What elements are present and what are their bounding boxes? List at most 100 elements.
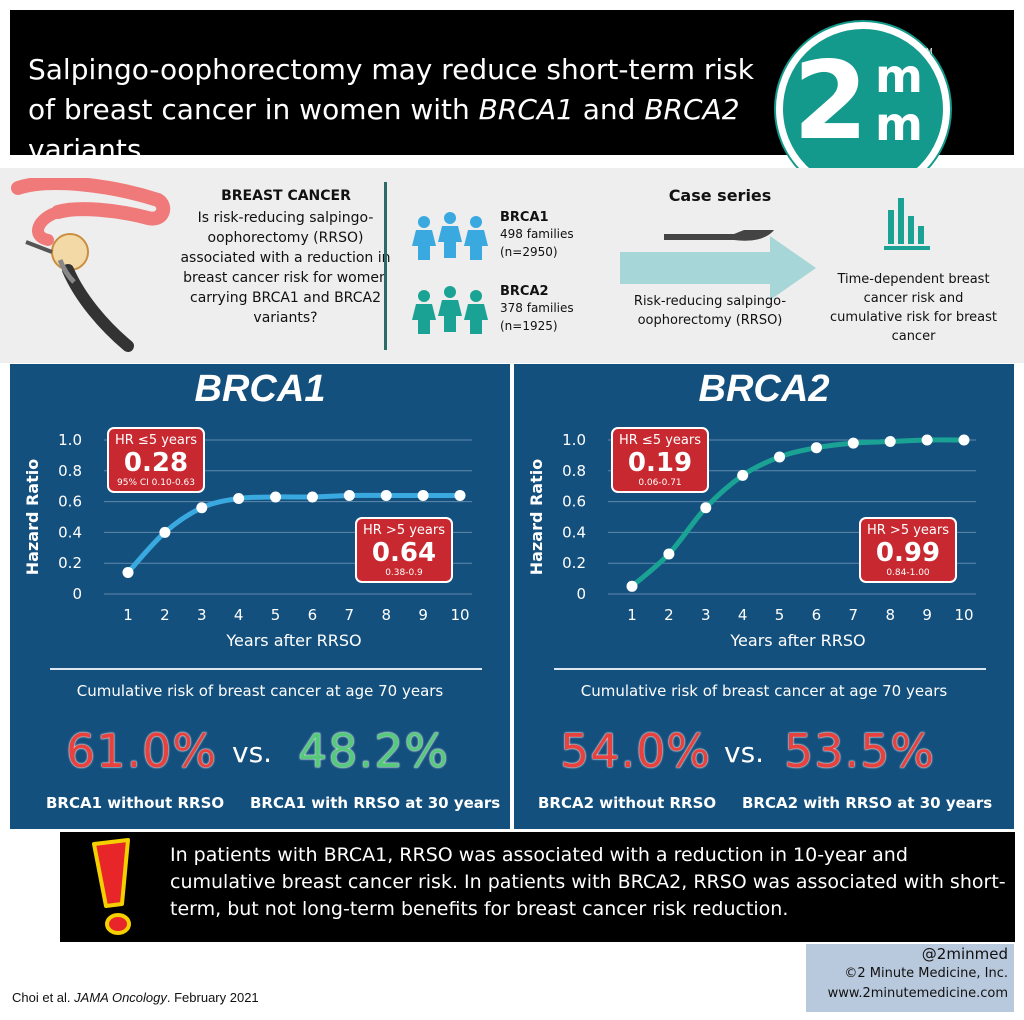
data-point [159,526,171,538]
data-point [921,434,933,446]
hr-box-ci: 0.84-1.00 [886,568,930,578]
y-tick-label: 0.4 [562,523,586,541]
series-line [126,492,460,575]
x-axis-label: Years after RRSO [225,631,361,650]
panel-title: BRCA2 [698,368,830,410]
divider [384,182,387,350]
y-tick-label: 0.2 [562,554,586,572]
hr-box-value: 0.19 [628,448,692,478]
brand-logo: 2 m m TM [776,22,950,196]
x-tick-label: 7 [345,606,355,624]
conclusion-box [60,832,1015,942]
hr-box-label: HR ≤5 years [619,433,701,448]
data-point [700,502,712,514]
without-label: BRCA2 without RRSO [538,794,717,812]
without-label: BRCA1 without RRSO [46,794,225,812]
citation: Choi et al. JAMA Oncology. February 2021 [12,990,259,1005]
data-point [122,566,134,578]
data-point [884,436,896,448]
study-design: Case series [668,186,772,205]
group-brca1: BRCA1 498 families (n=2950) [500,210,574,259]
data-point [737,469,749,481]
hr-box-value: 0.99 [876,538,940,568]
social-handle: @2minmed [921,945,1008,963]
website-link[interactable]: www.2minutemedicine.com [827,986,1008,1001]
data-point [270,491,282,503]
people-group-icon-brca1 [412,212,488,260]
data-point [810,442,822,454]
hr-box-ci: 0.06-0.71 [638,478,681,488]
conclusion-text: In patients with BRCA1, RRSO was associa… [170,844,1006,920]
x-tick-label: 9 [922,606,932,624]
x-tick-label: 1 [627,606,637,624]
people-group-icon-brca2 [412,286,488,334]
hr-box-value: 0.28 [124,448,188,478]
hr-box-label: HR ≤5 years [115,433,197,448]
scalpel-icon [664,230,774,241]
credit-text: @2minmed ©2 Minute Medicine, Inc. www.2m… [810,944,1008,1004]
x-axis-label: Years after RRSO [729,631,865,650]
cumulative-with-value: 48.2% [298,724,450,778]
cumulative-risk-heading: Cumulative risk of breast cancer at age … [580,682,948,700]
x-tick-label: 7 [849,606,859,624]
x-tick-label: 9 [418,606,428,624]
question-heading: BREAST CANCER [221,188,351,204]
y-tick-label: 0.2 [58,554,82,572]
x-tick-label: 6 [308,606,318,624]
brca2-panel: BRCA2 0 0.2 0.4 0.6 0.8 1.0 1 2 3 4 5 6 7 8 9 10 Years a… [514,364,1014,829]
credit-box [806,944,1014,1012]
x-tick-label: 5 [271,606,281,624]
hr-box-bg [611,427,709,493]
hr-box-ci: 95% CI 0.10-0.63 [117,478,195,488]
data-point [417,489,429,501]
hr-box-ci: 0.38-0.9 [385,568,423,578]
outcome-label: Time-dependent breast cancer risk and cu… [830,272,997,344]
brca1-hazard-chart: 0 0.2 0.4 0.6 0.8 1.0 1 2 3 4 5 6 7 8 9 10 Years after R… [23,427,472,650]
cumulative-risk-heading: Cumulative risk of breast cancer at age … [76,682,444,700]
x-tick-label: 3 [197,606,207,624]
y-tick-label: 0.8 [58,462,82,480]
group-brca2: BRCA2 378 families (n=1925) [500,284,574,333]
brca1-panel: BRCA1 0 0.2 0.4 0.6 0.8 1.0 1 2 3 4 5 6 7 8 9 10 Years a… [10,364,510,829]
data-point [774,451,786,463]
x-tick-label: 8 [381,606,391,624]
surgery-illustration [11,178,171,352]
vs-label: vs. [232,736,273,769]
data-point [626,580,638,592]
hr-box-bg [355,517,453,583]
x-tick-label: 6 [812,606,822,624]
y-tick-label: 0.4 [58,523,82,541]
exclamation-icon [92,838,131,935]
x-tick-label: 2 [664,606,674,624]
y-tick-label: 1.0 [562,431,586,449]
with-label: BRCA1 with RRSO at 30 years [250,794,501,812]
data-point [847,437,859,449]
x-tick-label: 5 [775,606,785,624]
data-point [958,434,970,446]
intervention-label: Risk-reducing salpingo-oophorectomy (RRS… [633,294,787,328]
divider [50,668,482,670]
bar-chart-icon [884,198,930,250]
cumulative-with-value: 53.5% [784,724,936,778]
study-overview-band [0,168,1024,363]
hr-box-value: 0.64 [372,538,436,568]
hr-box-bg [107,427,205,493]
series-line [630,437,965,589]
arrow-right-icon [620,236,816,300]
divider [554,668,986,670]
x-tick-label: 2 [160,606,170,624]
x-tick-label: 10 [954,606,973,624]
data-point [380,489,392,501]
hr-box-bg [859,517,957,583]
data-point [454,489,466,501]
x-tick-label: 1 [123,606,133,624]
x-tick-label: 4 [234,606,244,624]
data-point [196,502,208,514]
data-point [233,493,245,505]
x-tick-label: 8 [885,606,895,624]
y-tick-label: 0.6 [58,493,82,511]
y-axis-label: Hazard Ratio [527,459,546,575]
y-axis-label: Hazard Ratio [23,459,42,575]
